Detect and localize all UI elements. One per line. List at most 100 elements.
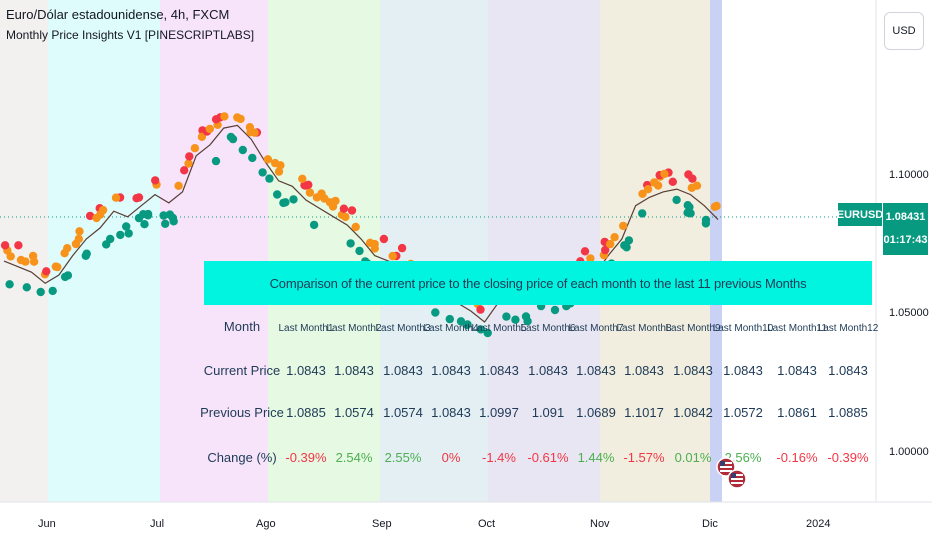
table-cell: -0.61%: [527, 450, 569, 465]
signal-dot: [134, 193, 144, 202]
signal-dot: [82, 249, 91, 258]
month-header-cell: Last Month1: [278, 323, 333, 334]
table-cell: 1.0843: [777, 363, 817, 378]
month-header-cell: Last Month12: [818, 323, 879, 334]
signal-dot: [511, 315, 520, 324]
month-header-cell: Last Month11: [767, 323, 827, 334]
signal-dot: [650, 178, 659, 187]
x-tick-label: Dic: [702, 518, 718, 530]
month-header-cell: Last Month4: [423, 323, 478, 334]
table-cell: 1.0843: [431, 405, 471, 420]
signal-dot: [688, 174, 697, 183]
signal-dot: [351, 222, 360, 232]
signal-dot: [258, 168, 267, 177]
table-cell: 1.44%: [578, 450, 615, 465]
signal-dot: [379, 234, 389, 244]
table-cell: 1.1017: [624, 405, 664, 420]
signal-dot: [521, 312, 531, 321]
table-cell: 1.0574: [334, 405, 374, 420]
signal-dot: [140, 220, 149, 229]
table-cell: 1.0574: [383, 405, 423, 420]
signal-dot: [346, 239, 355, 248]
signal-dot: [236, 114, 245, 124]
signal-dot: [638, 189, 647, 198]
month-header-cell: Last Month7: [568, 323, 623, 334]
x-tick-label: Nov: [590, 518, 610, 530]
signal-dot: [220, 112, 229, 121]
table-cell: 1.0843: [673, 363, 713, 378]
table-cell: 1.0843: [576, 363, 616, 378]
signal-dot: [701, 215, 711, 225]
indicator-title[interactable]: Monthly Price Insights V1 [PINESCRIPTLAB…: [6, 28, 255, 42]
signal-dot: [42, 267, 51, 276]
row-label: Change (%): [207, 450, 276, 465]
signal-dot: [190, 144, 200, 153]
signal-dot: [606, 239, 615, 249]
table-cell: 2.54%: [336, 450, 373, 465]
table-cell: -0.39%: [827, 450, 869, 465]
us-flag-event-icon[interactable]: [716, 457, 736, 477]
signal-dot: [14, 241, 23, 250]
table-cell: 1.0997: [479, 405, 519, 420]
table-cell: -1.4%: [482, 450, 516, 465]
signal-dot: [309, 220, 319, 230]
table-cell: 1.0572: [723, 405, 763, 420]
signal-dot: [248, 153, 257, 163]
signal-dot: [660, 169, 669, 179]
signal-dot: [197, 132, 207, 141]
table-cell: 0.01%: [675, 450, 712, 465]
table-cell: 1.0885: [828, 405, 868, 420]
signal-dot: [304, 180, 313, 189]
band-sep: [380, 0, 488, 502]
band-nov: [600, 0, 710, 502]
month-header-cell: Last Month2: [326, 323, 381, 334]
signal-dot: [250, 128, 259, 137]
signal-dot: [111, 193, 121, 202]
signal-dot: [672, 195, 681, 205]
signal-dot: [75, 227, 84, 236]
signal-dot: [174, 181, 183, 190]
signal-dot: [205, 124, 214, 134]
table-cell: 1.0843: [828, 363, 868, 378]
signal-dot: [0, 241, 10, 250]
symbol-title: Euro/Dólar estadounidense, 4h, FXCM: [6, 7, 230, 22]
month-header-cell: Last Month8: [616, 323, 671, 334]
signal-dot: [347, 206, 357, 215]
signal-dot: [226, 132, 236, 142]
currency-button[interactable]: USD: [884, 12, 924, 50]
signal-dot: [476, 305, 485, 314]
signal-dot: [102, 240, 111, 249]
signal-dot: [185, 152, 194, 161]
signal-dot: [53, 262, 62, 272]
last-price-tag: 1.08431 01:17:43: [883, 203, 928, 255]
table-cell: 1.0843: [286, 363, 326, 378]
signal-dot: [159, 211, 168, 220]
table-cell: 1.0689: [576, 405, 616, 420]
row-label: Current Price: [204, 363, 281, 378]
signal-dot: [273, 190, 282, 199]
signal-dot: [161, 219, 170, 228]
table-cell: 1.0842: [673, 405, 713, 420]
signal-dot: [445, 314, 454, 324]
signal-dot: [48, 286, 57, 296]
signal-dot: [274, 167, 284, 176]
signal-dot: [96, 210, 105, 219]
signal-dot: [317, 189, 326, 198]
signal-dot: [456, 317, 466, 326]
signal-dot: [397, 243, 407, 253]
table-cell: 0%: [442, 450, 461, 465]
table-cell: 1.0843: [723, 363, 763, 378]
y-tick-label: 1.00000: [889, 446, 929, 458]
table-cell: 1.0843: [479, 363, 519, 378]
signal-dot: [29, 257, 39, 266]
table-cell: 1.0843: [334, 363, 374, 378]
signal-dot: [281, 198, 290, 207]
us-flag-event-icon[interactable]: [727, 469, 747, 489]
table-cell: 1.0843: [528, 363, 568, 378]
signal-dot: [610, 233, 619, 242]
signal-dot: [686, 209, 695, 218]
signal-dot: [36, 287, 45, 297]
y-tick-label: 1.10000: [889, 169, 929, 181]
